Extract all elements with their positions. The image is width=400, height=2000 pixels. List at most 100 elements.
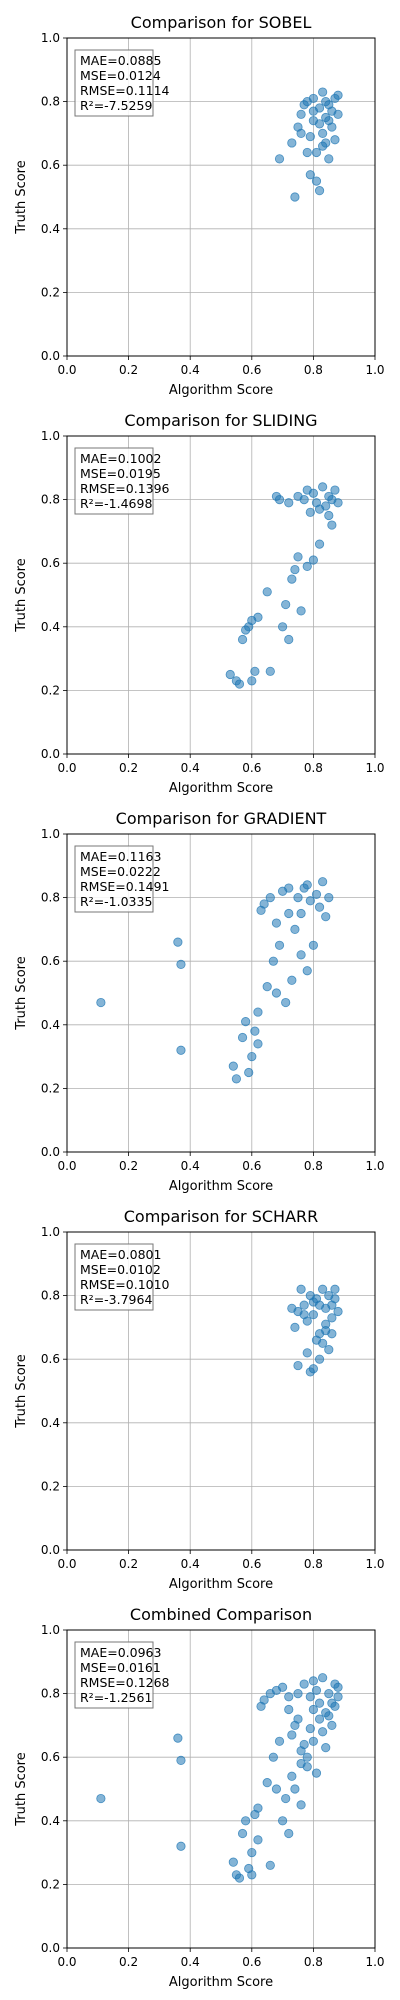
x-tick-label: 0.0 [57,1159,76,1173]
scatter-point [284,908,294,919]
scatter-point [253,1835,263,1845]
scatter-point [265,892,275,903]
scatter-point [305,131,315,142]
scatter-point [318,1284,328,1294]
x-tick-label: 0.8 [304,363,323,377]
y-axis-label: Truth Score [14,1354,29,1429]
scatter-point [314,1300,325,1310]
y-tick-label: 1.0 [41,1225,60,1239]
x-tick-label: 0.2 [119,1557,138,1571]
scatter-point [302,561,312,571]
scatter-point [287,138,297,148]
x-axis-label: Algorithm Score [169,383,273,398]
scatter-point [293,1714,303,1724]
x-tick-label: 0.6 [242,761,261,775]
scatter-point [308,940,318,950]
scatter-point [314,504,325,514]
stats-line: RMSE=0.1010 [80,1277,170,1292]
chart-panel-0: Comparison for SOBEL 0.0 0.2 0.4 0.6 0.8 1.0 0.… [14,13,385,398]
stats-box [74,1243,154,1311]
y-tick-label: 0.0 [41,1145,60,1159]
scatter-point [281,1793,291,1804]
chart-panel-2: Comparison for GRADIENT 0.0 0.2 0.4 0.6 0.8 1.… [14,809,385,1194]
scatter-point [284,498,294,508]
x-tick-label: 0.0 [57,761,76,775]
scatter-point [314,902,325,912]
x-tick-label: 0.0 [57,1955,76,1969]
y-tick-label: 1.0 [41,827,60,841]
scatter-point [271,988,282,998]
scatter-point [324,510,334,521]
scatter-point [318,141,328,151]
x-tick-label: 0.6 [242,1159,261,1173]
x-axis-label: Algorithm Score [169,1179,273,1194]
scatter-point [293,892,303,903]
scatter-point [274,154,285,164]
axes-frame [66,1231,376,1551]
scatter-point [302,880,312,890]
scatter-point [250,666,260,676]
scatter-point [231,1074,241,1084]
scatter-point [247,1848,257,1858]
scatter-point [296,109,306,119]
scatter-point [305,507,315,517]
y-tick-label: 0.4 [41,1416,60,1430]
scatter-point [247,1870,257,1880]
scatter-point [311,176,322,186]
x-tick-label: 0.4 [181,1557,200,1571]
chart-panel-1: Comparison for SLIDING 0.0 0.2 0.4 0.6 0.8 1.0… [14,411,385,796]
x-tick-label: 1.0 [365,1955,384,1969]
scatter-point [308,106,318,116]
x-tick-label: 0.4 [181,1159,200,1173]
scatter-point [308,1704,318,1715]
scatter-point [311,1335,322,1345]
y-tick-label: 0.2 [41,285,60,299]
scatter-point [302,485,312,495]
scatter-point [302,147,312,158]
scatter-point [314,539,325,549]
scatter-point [262,587,272,597]
scatter-point [262,982,272,992]
y-tick-label: 0.4 [41,1814,60,1828]
scatter-point [321,912,331,922]
scatter-point [333,90,343,100]
scatter-point [333,1692,343,1702]
scatter-point [314,1714,325,1724]
stats-line: MAE=0.0885 [80,53,161,68]
scatter-point [265,1860,275,1870]
chart-title: Comparison for SLIDING [124,411,317,430]
scatter-point [277,622,288,632]
y-tick-label: 0.8 [41,493,60,507]
scatter-point [318,482,328,492]
scatter-point [284,883,294,893]
scatter-point [293,491,303,502]
scatter-point [253,1007,263,1017]
x-tick-label: 1.0 [365,363,384,377]
stats-line: R²=-1.0335 [80,894,152,909]
chart-title: Combined Comparison [130,1605,312,1624]
scatter-point [259,1695,269,1705]
scatter-point [333,109,343,119]
scatter-point [237,634,248,645]
scatter-point [271,1784,282,1794]
scatter-point [281,997,291,1008]
scatter-point [228,1061,238,1071]
y-tick-label: 0.4 [41,620,60,634]
stats-box [74,845,154,913]
y-tick-label: 0.2 [41,1081,60,1095]
scatter-point [324,892,334,903]
scatter-point [290,192,300,202]
y-axis-label: Truth Score [14,558,29,633]
stats-box [74,49,154,117]
stats-line: MAE=0.0963 [80,1645,161,1660]
scatter-point [176,1755,186,1765]
x-tick-label: 1.0 [365,1557,384,1571]
scatter-point [308,93,318,104]
scatter-point [305,1692,315,1702]
scatter-point [293,1689,303,1699]
y-tick-label: 0.0 [41,1941,60,1955]
scatter-point [318,128,328,138]
x-axis-label: Algorithm Score [169,781,273,796]
scatter-point [293,1360,303,1371]
chart-panel-3: Comparison for SCHARR 0.0 0.2 0.4 0.6 0.8 1.0 0… [14,1207,385,1592]
